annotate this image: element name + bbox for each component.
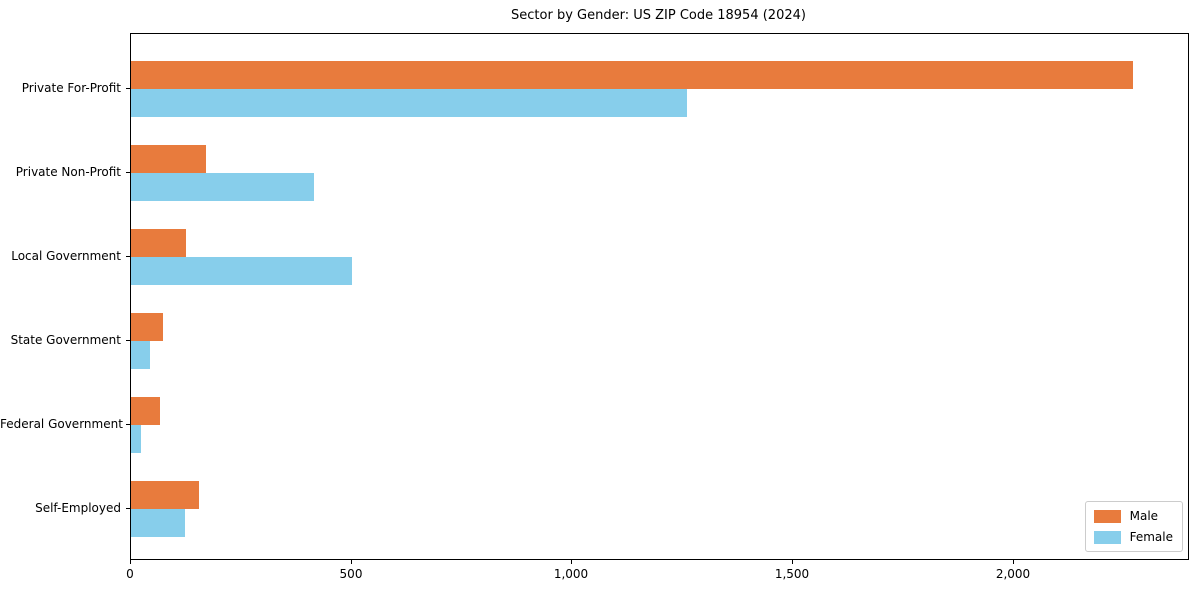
x-axis-tick-label: 0 bbox=[126, 567, 134, 581]
y-axis-tick bbox=[126, 507, 130, 509]
legend-label-male: Male bbox=[1129, 509, 1159, 523]
x-axis-tick-label: 2,000 bbox=[995, 567, 1031, 581]
bar-male bbox=[131, 480, 199, 509]
y-axis-tick bbox=[126, 255, 130, 257]
y-axis-category-label: Local Government bbox=[11, 248, 121, 263]
legend-swatch-male bbox=[1093, 509, 1121, 523]
y-axis-category-label: Private Non-Profit bbox=[15, 164, 121, 179]
legend-label-female: Female bbox=[1129, 530, 1173, 544]
x-axis-tick-label: 1,500 bbox=[774, 567, 810, 581]
bar-female bbox=[131, 424, 141, 453]
legend-item-male: Male bbox=[1093, 509, 1173, 523]
bar-male bbox=[131, 144, 206, 173]
y-axis-category-label: Self-Employed bbox=[35, 500, 121, 515]
legend-item-female: Female bbox=[1093, 530, 1173, 544]
bar-male bbox=[131, 312, 163, 341]
bar-female bbox=[131, 256, 352, 285]
bar-female bbox=[131, 340, 150, 369]
y-axis-tick bbox=[126, 87, 130, 89]
x-axis-tick bbox=[130, 560, 131, 564]
y-axis-tick bbox=[126, 171, 130, 173]
bar-male bbox=[131, 228, 186, 257]
y-axis-tick bbox=[126, 423, 130, 425]
legend: Male Female bbox=[1084, 501, 1183, 552]
x-axis-tick-label: 500 bbox=[339, 567, 363, 581]
x-axis-tick bbox=[351, 560, 352, 564]
bar-male bbox=[131, 396, 160, 425]
bar-female bbox=[131, 88, 687, 117]
bar-female bbox=[131, 508, 185, 537]
x-axis-tick bbox=[792, 560, 793, 564]
y-axis-tick bbox=[126, 339, 130, 341]
x-axis-tick bbox=[571, 560, 572, 564]
bar-male bbox=[131, 60, 1133, 89]
x-axis-tick bbox=[1013, 560, 1014, 564]
y-axis-category-label: Federal Government bbox=[0, 416, 123, 431]
y-axis-category-label: State Government bbox=[10, 332, 121, 347]
x-axis-tick-label: 1,000 bbox=[553, 567, 589, 581]
plot-area: Male Female bbox=[130, 33, 1189, 560]
bar-female bbox=[131, 172, 314, 201]
chart-title: Sector by Gender: US ZIP Code 18954 (202… bbox=[511, 8, 806, 23]
y-axis-category-label: Private For-Profit bbox=[21, 80, 121, 95]
legend-swatch-female bbox=[1093, 530, 1121, 544]
